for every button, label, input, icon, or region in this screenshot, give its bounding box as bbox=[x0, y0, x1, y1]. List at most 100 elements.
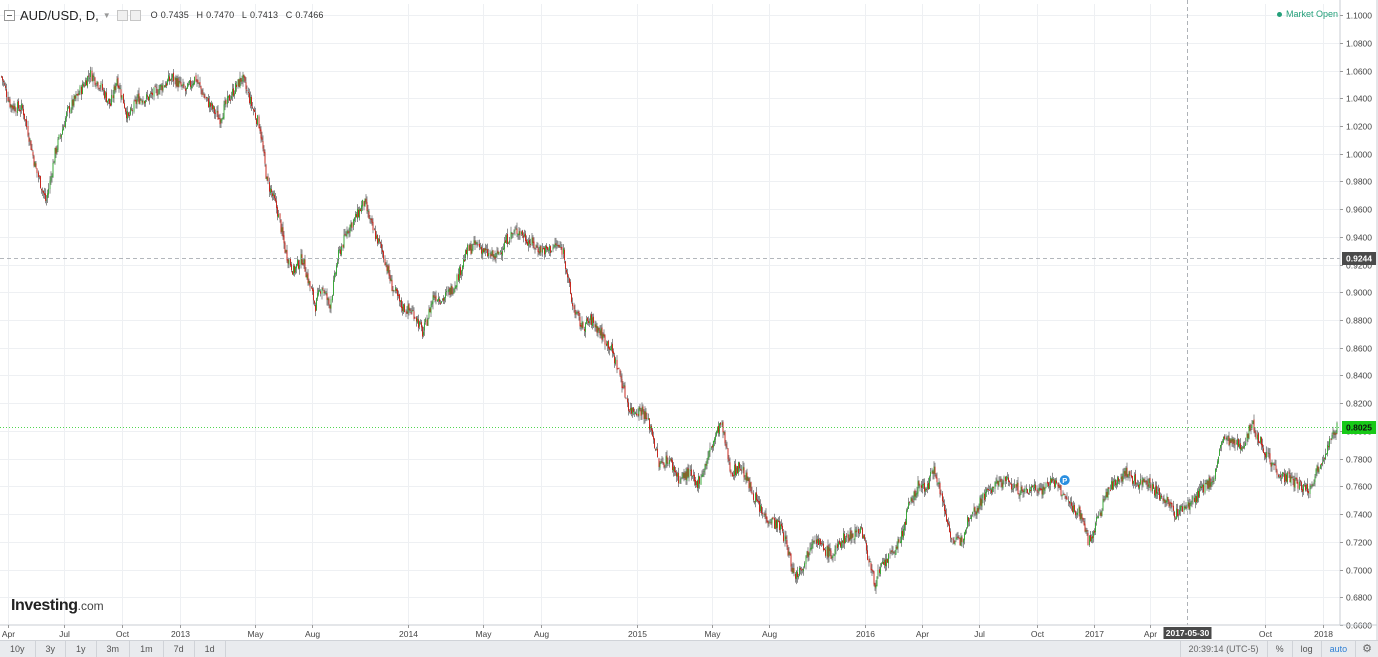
candle-body bbox=[254, 109, 255, 112]
candle-body bbox=[1032, 485, 1033, 488]
candle-body bbox=[1240, 443, 1241, 450]
candle-body bbox=[1018, 494, 1020, 496]
candle-body bbox=[1270, 462, 1272, 467]
range-7d-button[interactable]: 7d bbox=[164, 641, 195, 657]
collapse-legend-icon[interactable] bbox=[4, 9, 15, 21]
series-settings-icon[interactable] bbox=[129, 9, 141, 21]
candle-body bbox=[833, 554, 835, 556]
candle-body bbox=[1328, 446, 1329, 448]
candle-body bbox=[981, 499, 983, 507]
candle-body bbox=[1115, 480, 1116, 486]
auto-scale-button[interactable]: auto bbox=[1320, 641, 1356, 657]
candle-body bbox=[149, 94, 150, 100]
ohlc-values: O 0.7435 H 0.7470 L 0.7413 C 0.7466 bbox=[151, 10, 324, 20]
candle-body bbox=[1100, 512, 1102, 516]
candle-body bbox=[1049, 486, 1050, 488]
log-scale-button[interactable]: log bbox=[1291, 641, 1321, 657]
candle-body bbox=[743, 467, 745, 478]
candle-body bbox=[573, 305, 575, 310]
candle-body bbox=[823, 543, 824, 551]
range-10y-button[interactable]: 10y bbox=[0, 641, 36, 657]
candle-body bbox=[142, 100, 144, 104]
candle-body bbox=[232, 89, 233, 96]
candle-body bbox=[1112, 481, 1113, 490]
x-tick-label: Apr bbox=[2, 629, 15, 639]
candle-body bbox=[1144, 481, 1146, 483]
candle-body bbox=[557, 244, 559, 246]
range-3y-button[interactable]: 3y bbox=[36, 641, 67, 657]
y-tick-label: 0.9000 bbox=[1346, 288, 1372, 298]
candle-body bbox=[265, 164, 267, 179]
candle-body bbox=[1274, 463, 1276, 465]
candle-body bbox=[5, 85, 6, 88]
candle-body bbox=[166, 83, 167, 86]
candle-body bbox=[908, 502, 909, 509]
time-axis[interactable]: Apr Jul Oct 2013 May Aug 2014 May Aug 2015 May Aug 2… bbox=[0, 624, 1377, 639]
candle-body bbox=[1261, 437, 1262, 446]
candle-body bbox=[1011, 483, 1012, 490]
candle-body bbox=[1289, 474, 1291, 483]
candle-body bbox=[1015, 484, 1017, 488]
candle-body bbox=[768, 522, 770, 524]
candle-body bbox=[783, 532, 784, 542]
candle-body bbox=[1097, 516, 1098, 518]
candle-body bbox=[1336, 422, 1338, 434]
candle-body bbox=[1002, 480, 1004, 489]
candle-body bbox=[260, 129, 262, 139]
event-markers[interactable]: P bbox=[1058, 474, 1071, 487]
chevron-down-icon[interactable]: ▼ bbox=[102, 10, 111, 20]
candle-body bbox=[234, 93, 235, 96]
range-3m-button[interactable]: 3m bbox=[97, 641, 131, 657]
candle-body bbox=[622, 386, 624, 388]
gear-icon[interactable]: ⚙ bbox=[1355, 641, 1378, 657]
candle-body bbox=[512, 233, 514, 236]
x-tick-label: 2016 bbox=[856, 629, 875, 639]
candle-body bbox=[1333, 432, 1335, 435]
range-1d-button[interactable]: 1d bbox=[195, 641, 226, 657]
candle-body bbox=[253, 109, 254, 111]
symbol-label[interactable]: AUD/USD, D, bbox=[20, 7, 99, 23]
candle-body bbox=[1244, 445, 1245, 448]
candle-body bbox=[1121, 476, 1123, 482]
x-tick-label: May bbox=[704, 629, 721, 639]
candle-body bbox=[934, 466, 936, 474]
range-1m-button[interactable]: 1m bbox=[130, 641, 164, 657]
candle-body bbox=[974, 506, 976, 512]
candle-body bbox=[536, 245, 538, 248]
candle-body bbox=[555, 243, 557, 246]
candle-body bbox=[1071, 502, 1072, 506]
candle-body bbox=[1052, 478, 1053, 482]
hide-series-icon[interactable] bbox=[116, 9, 128, 21]
candle-body bbox=[693, 474, 694, 476]
candle-body bbox=[96, 81, 98, 85]
candle-body bbox=[919, 485, 921, 487]
candle-body bbox=[1206, 480, 1208, 486]
event-marker-icon[interactable] bbox=[1058, 474, 1071, 487]
price-axis[interactable]: 1.1000 1.0800 1.0600 1.0400 1.0200 1.0000 0.98… bbox=[1339, 0, 1378, 640]
candle-body bbox=[1012, 488, 1013, 490]
candle-body bbox=[483, 248, 484, 253]
candle-body bbox=[194, 76, 195, 84]
candle-body bbox=[32, 151, 34, 156]
candle-body bbox=[296, 264, 297, 269]
candle-body bbox=[742, 466, 744, 471]
percent-scale-button[interactable]: % bbox=[1266, 641, 1292, 657]
candle-body bbox=[728, 459, 730, 462]
candle-body bbox=[314, 300, 315, 304]
candle-body bbox=[259, 127, 261, 131]
candle-body bbox=[797, 572, 798, 578]
candle-body bbox=[901, 531, 902, 543]
candle-body bbox=[379, 238, 380, 242]
candle-body bbox=[789, 552, 791, 555]
price-chart[interactable]: 1.1000 1.0800 1.0600 1.0400 1.0200 1.0000 0.98… bbox=[0, 0, 1378, 640]
candle-body bbox=[739, 462, 740, 469]
candle-body bbox=[193, 82, 194, 86]
range-1y-button[interactable]: 1y bbox=[66, 641, 97, 657]
candle-body bbox=[1074, 505, 1075, 512]
candle-body bbox=[38, 172, 39, 177]
candle-body bbox=[71, 99, 73, 109]
candles bbox=[1, 66, 1338, 594]
candle-body bbox=[1175, 518, 1176, 520]
candle-body bbox=[1280, 475, 1281, 478]
